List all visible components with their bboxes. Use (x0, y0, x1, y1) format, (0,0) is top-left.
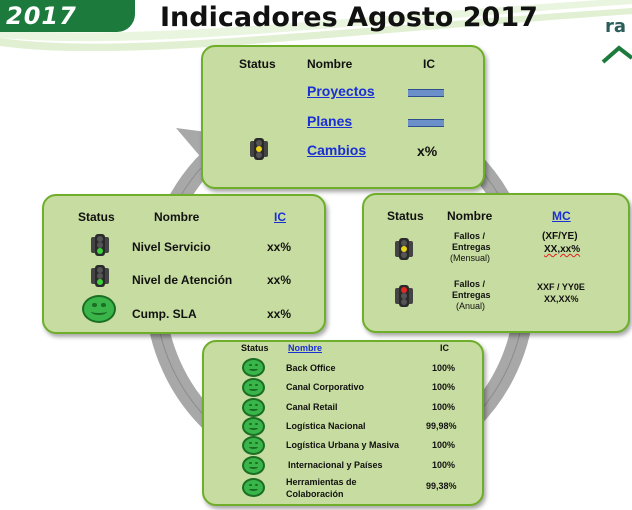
traffic-light-yellow-icon (395, 238, 413, 260)
col-nombre-header: Nombre (307, 57, 353, 71)
cump-sla-ic: xx% (267, 307, 292, 321)
fallos-anual-label-1: Fallos / (454, 279, 486, 289)
row-ic-value: 100% (432, 402, 456, 412)
col-nombre-header: Nombre (154, 210, 200, 224)
col-ic-header: IC (423, 57, 435, 71)
cump-sla-label: Cump. SLA (132, 307, 197, 321)
row-label-line2: Colaboración (286, 489, 344, 499)
smile-mouth (248, 387, 259, 392)
col-nombre-header[interactable]: Nombre (288, 343, 323, 353)
col-nombre-header: Nombre (447, 209, 493, 223)
row-ic-value: 100% (432, 363, 456, 373)
fallos-anual-value: XX,XX% (544, 294, 579, 304)
nivel-atencion-ic: xx% (267, 273, 292, 287)
cambios-link[interactable]: Cambios (307, 142, 367, 158)
smile-mouth (248, 465, 259, 470)
row-label: Herramientas de (286, 477, 357, 487)
traffic-light-green-icon (91, 234, 109, 256)
fallos-anual-formula: XXF / YY0E (537, 282, 585, 292)
row-ic-value: 99,98% (426, 421, 457, 431)
proyectos-link[interactable]: Proyectos (307, 83, 375, 99)
row-ic-value: 100% (432, 440, 456, 450)
traffic-light-red-icon (395, 285, 413, 307)
traffic-light-yellow-icon (250, 138, 268, 160)
fallos-mensual-label-1: Fallos / (454, 231, 486, 241)
nivel-servicio-label: Nivel Servicio (132, 240, 211, 254)
logo-chevron-icon (601, 45, 632, 64)
traffic-light-green-icon (91, 265, 109, 287)
ic-bar-indicator (408, 89, 444, 97)
row-label: Internacional y Países (288, 460, 383, 470)
smiley-face-icon (242, 436, 265, 455)
top-indicators-panel: Status Nombre IC Proyectos Planes Cambio… (201, 45, 485, 189)
row-ic-value: 99,38% (426, 481, 457, 491)
smiley-face-icon (242, 378, 265, 397)
fallos-anual-label-2: Entregas (452, 290, 491, 300)
fallos-anual-label-3: (Anual) (456, 301, 486, 311)
col-status-header: Status (239, 57, 276, 71)
smiley-face-icon (242, 456, 265, 475)
bottom-indicators-panel: Status Nombre IC Back Office 100% Canal … (202, 340, 484, 506)
col-ic-header[interactable]: IC (274, 210, 286, 224)
row-ic-value: 100% (432, 460, 456, 470)
fallos-mensual-value: XX,xx% (544, 244, 581, 255)
smile-mouth (248, 487, 259, 492)
smile-mouth (248, 426, 259, 431)
left-indicators-panel: Status Nombre IC Nivel Servicio xx% Nive… (42, 194, 326, 334)
smiley-face-icon (82, 295, 116, 323)
row-label: Back Office (286, 363, 336, 373)
fallos-mensual-formula: (XF/YE) (542, 231, 578, 242)
row-label: Canal Retail (286, 402, 338, 412)
year-badge: 2017 (0, 0, 135, 32)
smile-mouth (248, 407, 259, 412)
smile-mouth (248, 445, 259, 450)
col-mc-header[interactable]: MC (552, 209, 571, 223)
col-ic-header: IC (440, 343, 449, 353)
col-status-header: Status (78, 210, 115, 224)
right-indicators-panel: Status Nombre MC Fallos / Entregas (Mens… (362, 193, 630, 333)
planes-link[interactable]: Planes (307, 113, 353, 129)
year-label: 2017 (6, 2, 77, 30)
smiley-face-icon (242, 417, 265, 436)
col-status-header: Status (387, 209, 424, 223)
col-status-header: Status (241, 343, 269, 353)
row-label: Logística Nacional (286, 421, 366, 431)
company-logo: ra (605, 16, 627, 37)
smile-mouth (248, 367, 259, 372)
nivel-servicio-ic: xx% (267, 240, 292, 254)
row-ic-value: 100% (432, 382, 456, 392)
row-label: Logística Urbana y Masiva (286, 440, 400, 450)
ic-bar-indicator (408, 119, 444, 127)
header-band (0, 0, 632, 52)
page-title: Indicadores Agosto 2017 (160, 2, 538, 33)
row-label: Canal Corporativo (286, 382, 365, 392)
cambios-ic-value: x% (417, 143, 438, 159)
smiley-face-icon (242, 398, 265, 417)
smile-mouth (91, 308, 107, 316)
fallos-mensual-label-2: Entregas (452, 242, 491, 252)
smiley-face-icon (242, 358, 265, 377)
smiley-face-icon (242, 478, 265, 497)
fallos-mensual-label-3: (Mensual) (450, 253, 491, 263)
nivel-atencion-label: Nivel de Atención (132, 273, 233, 287)
